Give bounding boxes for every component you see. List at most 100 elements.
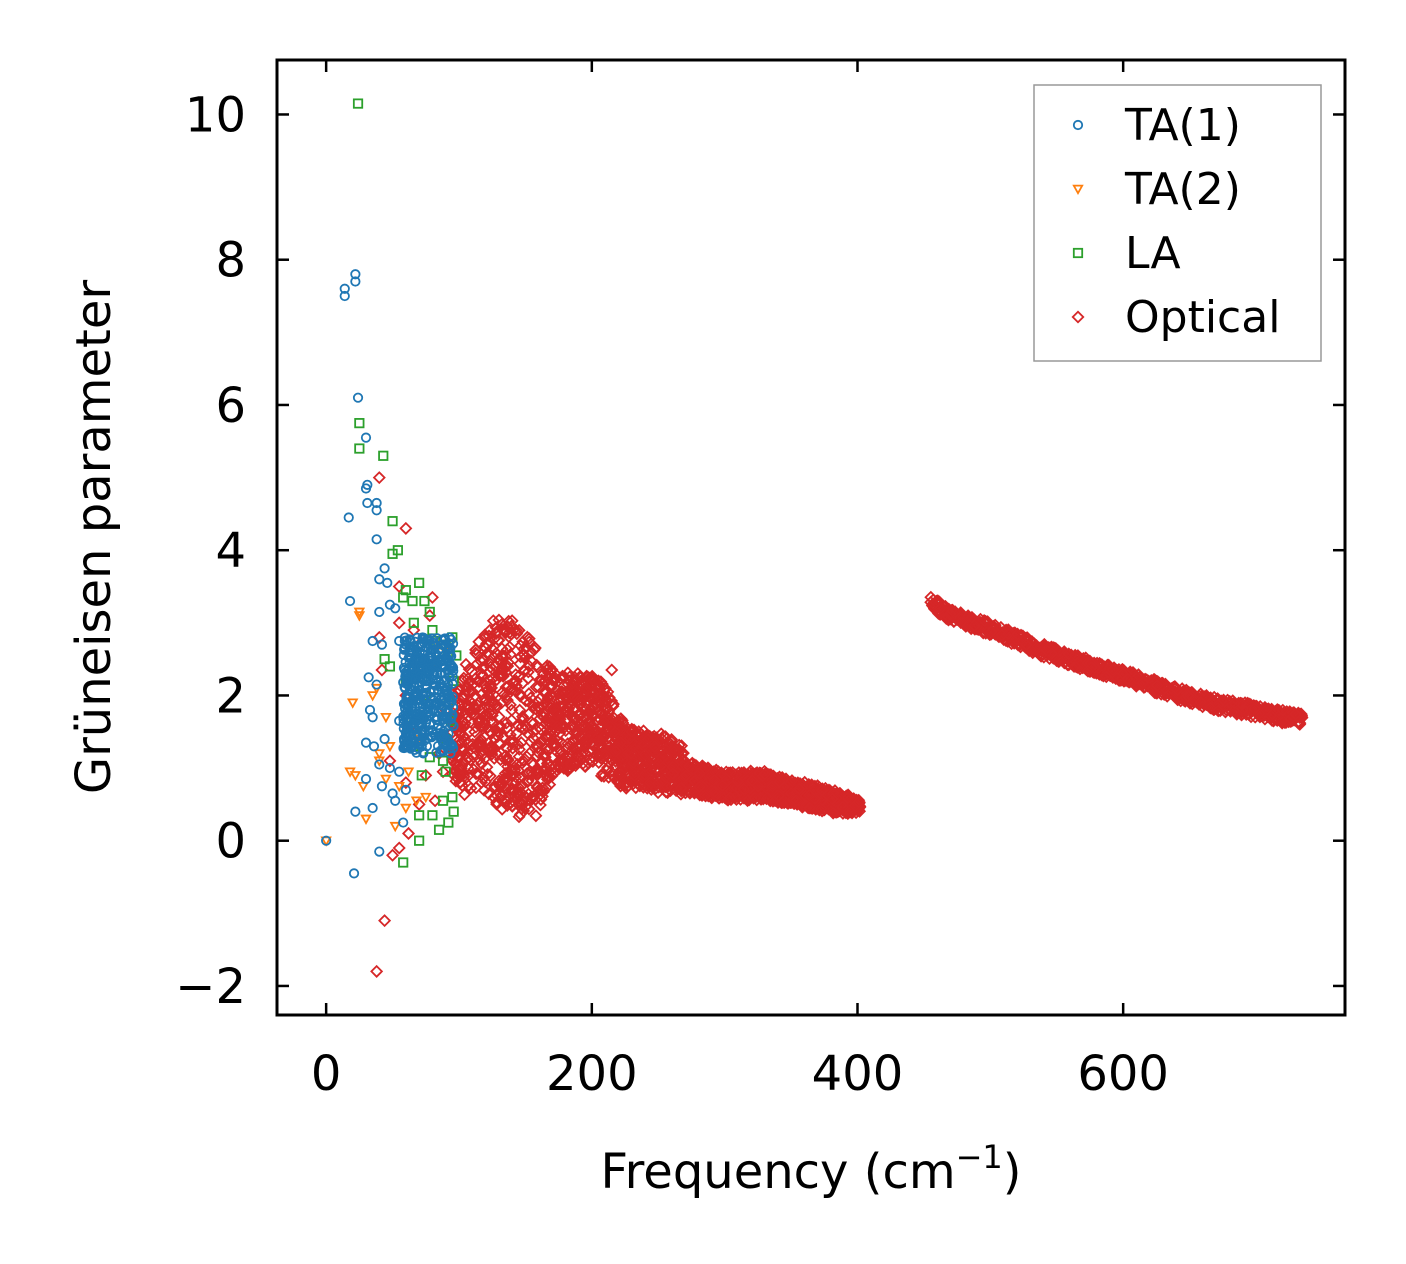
data-point <box>379 654 390 665</box>
optical-band-point <box>792 782 806 796</box>
optical-band-point <box>631 744 645 758</box>
optical-band-point <box>606 699 620 713</box>
data-point <box>399 521 413 535</box>
legend-label: TA(2) <box>1124 164 1241 215</box>
data-point <box>416 741 427 752</box>
optical-band-point <box>521 665 535 679</box>
optical-band-point <box>537 732 551 746</box>
data-point <box>387 516 398 527</box>
optical-band-point <box>566 735 580 749</box>
optical-band-point <box>597 683 611 697</box>
data-point <box>374 574 385 585</box>
optical-band-point <box>530 738 544 752</box>
ta1-cluster-point <box>439 633 450 644</box>
optical-curve-point <box>984 625 998 639</box>
optical-band-point <box>638 768 652 782</box>
optical-curve-point <box>954 616 968 630</box>
data-point <box>392 545 403 556</box>
optical-band-point <box>628 769 642 783</box>
optical-band-point <box>498 792 512 806</box>
optical-curve-point <box>1228 696 1242 710</box>
optical-band-point <box>745 774 759 788</box>
data-point <box>414 810 425 821</box>
optical-curve-point <box>1275 715 1289 729</box>
optical-band-point <box>456 730 470 744</box>
data-point <box>399 776 413 790</box>
data-point <box>362 497 373 509</box>
optical-band-point <box>789 794 803 808</box>
optical-band-point <box>448 721 462 735</box>
optical-band-point <box>513 687 527 701</box>
optical-curve-point <box>933 601 947 616</box>
optical-band-point <box>612 753 626 767</box>
optical-band-point <box>586 671 600 685</box>
optical-band-point <box>639 743 653 757</box>
optical-band-point <box>660 780 674 794</box>
optical-band-point <box>482 695 496 709</box>
optical-band-point <box>826 786 840 800</box>
data-point <box>360 814 372 825</box>
optical-band-point <box>490 725 504 739</box>
optical-band-point <box>487 632 501 646</box>
data-point <box>374 846 385 857</box>
ta1-cluster-point <box>444 665 455 676</box>
data-point <box>343 512 354 523</box>
data-point <box>362 479 373 490</box>
data-point <box>382 577 393 588</box>
optical-band-point <box>472 739 486 753</box>
optical-band-point <box>723 791 737 805</box>
optical-band-point <box>467 762 481 777</box>
data-point <box>393 781 405 793</box>
optical-band-point <box>535 673 549 687</box>
ta1-cluster-point <box>447 709 458 721</box>
optical-band-point <box>501 659 515 673</box>
data-point <box>344 595 356 607</box>
data-point <box>591 674 605 688</box>
data-point <box>367 712 378 723</box>
optical-curve-point <box>1136 676 1150 690</box>
optical-band-point <box>500 688 514 702</box>
optical-band-point <box>612 769 626 783</box>
optical-band-point <box>450 771 464 785</box>
optical-band-point <box>572 694 586 708</box>
optical-band-point <box>513 785 528 799</box>
optical-band-point <box>555 719 569 733</box>
ta1-cluster-point <box>443 679 454 690</box>
data-point <box>384 742 396 753</box>
optical-band-point <box>618 778 632 793</box>
data-point <box>427 624 438 636</box>
optical-curve-point <box>1194 695 1208 709</box>
data-point <box>352 98 364 109</box>
optical-band-point <box>492 613 506 627</box>
ta1-cluster-point <box>415 654 427 665</box>
data-point <box>360 773 372 785</box>
optical-band-point <box>545 733 559 747</box>
x-tick-label: 600 <box>1077 1046 1169 1102</box>
data-point <box>350 806 361 817</box>
optical-curve-point <box>1248 702 1262 716</box>
ta1-cluster-point <box>398 649 409 661</box>
legend-marker-ta-1- <box>1072 119 1084 131</box>
data-point <box>448 806 459 817</box>
optical-curve-point <box>1129 671 1143 685</box>
optical-band-point <box>528 641 542 655</box>
optical-band-point <box>826 806 840 820</box>
optical-band-point <box>582 756 596 770</box>
optical-curve-point <box>1042 640 1056 655</box>
optical-band-point <box>534 723 548 737</box>
optical-band-point <box>705 784 719 798</box>
optical-band-point <box>599 749 613 763</box>
optical-curve-point <box>995 628 1009 642</box>
optical-band-point <box>848 799 862 813</box>
data-point <box>400 639 411 650</box>
optical-band-point <box>733 784 747 798</box>
optical-band-point <box>483 743 497 757</box>
optical-band-point <box>539 760 553 775</box>
ta1-cluster-point <box>445 694 456 705</box>
optical-band-point <box>575 730 589 745</box>
optical-band-point <box>518 759 532 773</box>
optical-band-point <box>728 791 742 805</box>
data-point <box>407 657 418 668</box>
optical-band-point <box>716 779 730 793</box>
ta1-cluster-point <box>411 645 422 656</box>
